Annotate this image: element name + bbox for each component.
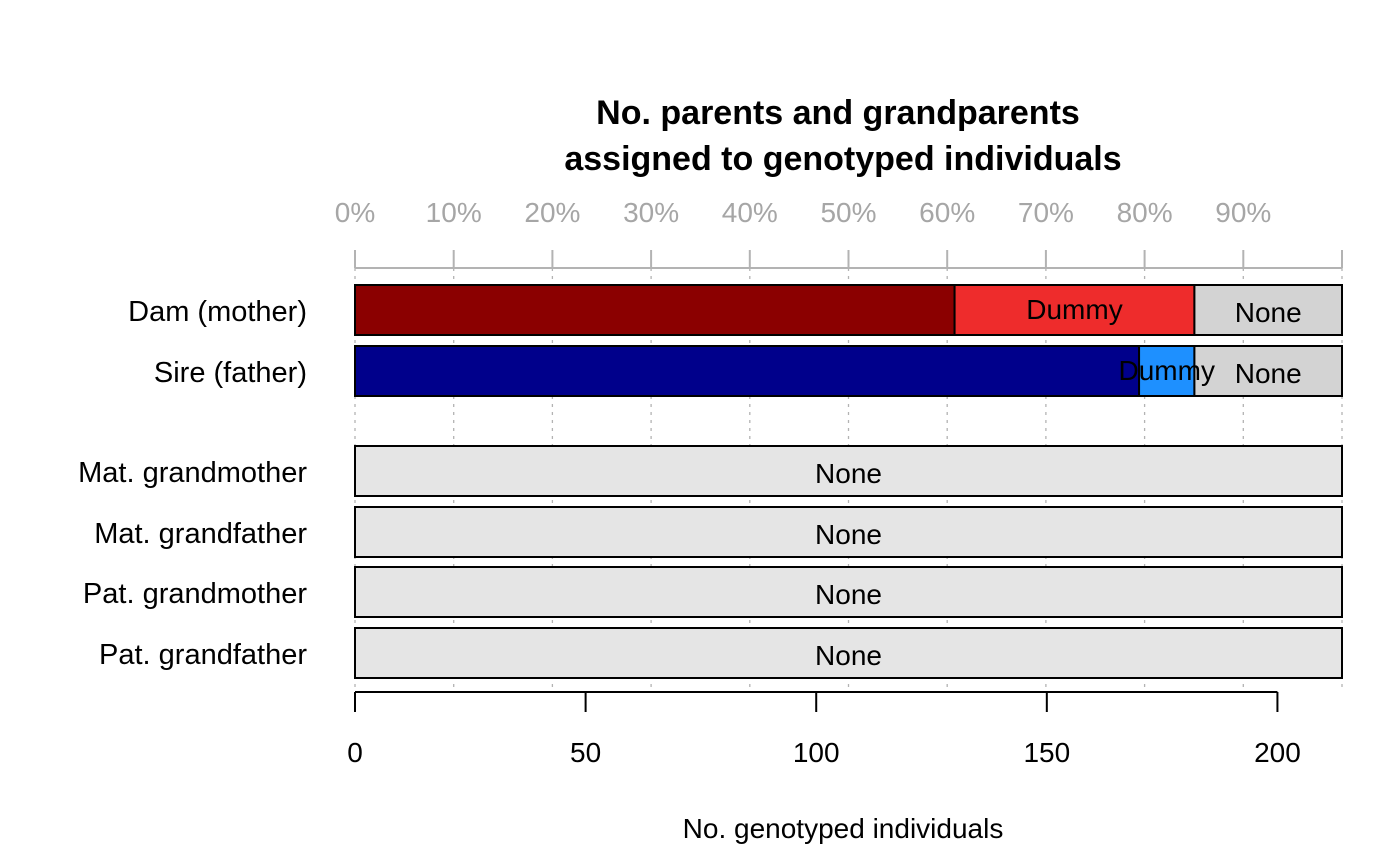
segment-label: Dummy (1026, 294, 1122, 325)
bar-segment (354, 506, 1343, 558)
bar-segment (1138, 345, 1196, 397)
percent-tick-label: 60% (919, 197, 975, 228)
bar-segment (354, 284, 956, 336)
bars: Dummy None Dummy None None None None None (354, 284, 1344, 679)
segment-label: None (815, 458, 882, 489)
chart-title-line-1: No. parents and grandparents (596, 94, 1080, 132)
segment-label: None (815, 640, 882, 671)
bar-segment (354, 566, 1343, 618)
percent-tick-label: 30% (623, 197, 679, 228)
count-tick-label: 0 (347, 737, 363, 768)
row-label: Dam (mother) (128, 296, 307, 328)
bar-segment (1193, 284, 1344, 336)
percent-tick-label: 50% (820, 197, 876, 228)
grid (354, 268, 1343, 692)
percent-tick-label: 0% (335, 197, 375, 228)
bar-segment (953, 284, 1196, 336)
bar-segment (354, 345, 1141, 397)
row-label: Pat. grandfather (99, 639, 307, 671)
count-tick-label: 50 (570, 737, 601, 768)
row-label: Mat. grandfather (94, 518, 307, 550)
segment-label: None (815, 519, 882, 550)
segment-label: Dummy (1119, 355, 1215, 386)
bar-segment (354, 445, 1343, 497)
percent-tick-label: 70% (1018, 197, 1074, 228)
count-tick-label: 100 (793, 737, 840, 768)
count-axis: 0 50 100 150 200 (347, 691, 1301, 768)
percent-tick-label: 10% (426, 197, 482, 228)
percent-axis: 0% 10% 20% 30% 40% 50% 60% 70% 80% 90% (335, 197, 1343, 269)
row-label: Mat. grandmother (78, 457, 307, 489)
row-label: Sire (father) (154, 357, 307, 389)
x-axis-label: No. genotyped individuals (683, 813, 1004, 844)
bar-segment (354, 627, 1343, 679)
bar-segment (1193, 345, 1344, 397)
percent-tick-label: 20% (524, 197, 580, 228)
chart-title-line-2: assigned to genotyped individuals (564, 140, 1121, 178)
row-label: Pat. grandmother (83, 578, 307, 610)
count-tick-label: 150 (1023, 737, 1070, 768)
percent-tick-label: 90% (1215, 197, 1271, 228)
segment-label: None (1235, 358, 1302, 389)
row-labels: Dam (mother) Sire (father) Mat. grandmothe… (78, 296, 307, 671)
count-tick-label: 200 (1254, 737, 1301, 768)
percent-tick-label: 40% (722, 197, 778, 228)
segment-label: None (815, 579, 882, 610)
segment-label: None (1235, 297, 1302, 328)
percent-tick-label: 80% (1117, 197, 1173, 228)
